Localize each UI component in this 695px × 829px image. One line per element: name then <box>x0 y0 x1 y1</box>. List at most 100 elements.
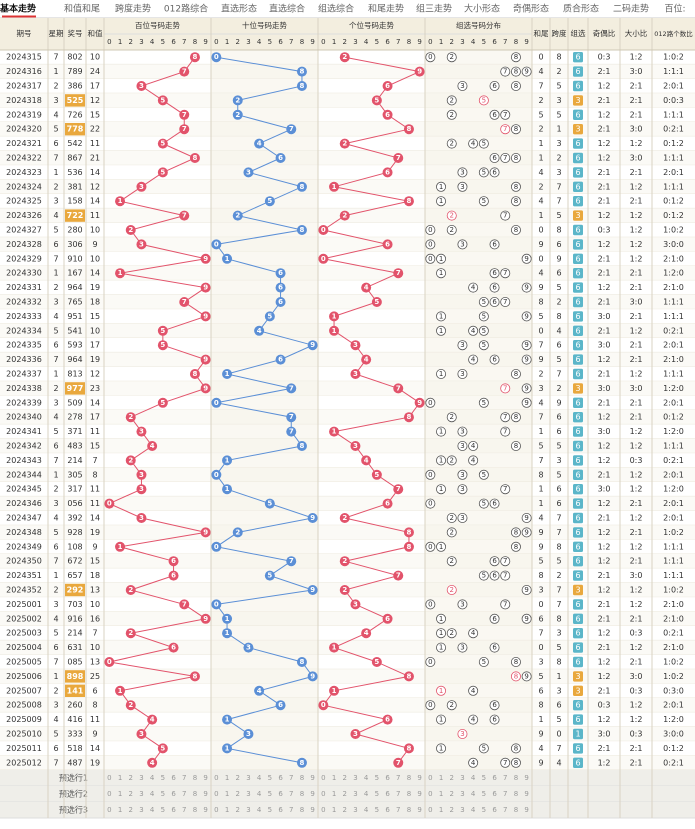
footer-digit[interactable]: 7 <box>289 774 293 782</box>
footer-digit[interactable]: 4 <box>471 806 476 814</box>
footer-digit[interactable]: 8 <box>193 806 197 814</box>
footer-digit[interactable]: 3 <box>353 774 357 782</box>
footer-digit[interactable]: 8 <box>514 774 518 782</box>
tab[interactable]: 和值和尾 <box>64 3 100 15</box>
footer-digit[interactable]: 7 <box>503 806 507 814</box>
footer-digit[interactable]: 4 <box>150 806 155 814</box>
footer-digit[interactable]: 6 <box>171 806 176 814</box>
footer-digit[interactable]: 0 <box>214 774 218 782</box>
footer-digit[interactable]: 0 <box>214 806 218 814</box>
footer-digit[interactable]: 1 <box>118 806 122 814</box>
footer-digit[interactable]: 4 <box>257 790 262 798</box>
footer-digit[interactable]: 9 <box>203 806 207 814</box>
footer-digit[interactable]: 5 <box>268 774 272 782</box>
footer-digit[interactable]: 8 <box>514 790 518 798</box>
footer-digit[interactable]: 9 <box>524 790 528 798</box>
footer-digit[interactable]: 9 <box>417 806 421 814</box>
footer-digit[interactable]: 4 <box>364 806 369 814</box>
footer-digit[interactable]: 7 <box>289 790 293 798</box>
footer-digit[interactable]: 2 <box>450 790 454 798</box>
footer-digit[interactable]: 4 <box>257 774 262 782</box>
footer-digit[interactable]: 4 <box>257 806 262 814</box>
tab[interactable]: 跨度走势 <box>115 3 151 15</box>
footer-digit[interactable]: 8 <box>407 774 411 782</box>
footer-digit[interactable]: 1 <box>225 790 229 798</box>
footer-digit[interactable]: 5 <box>268 790 272 798</box>
footer-digit[interactable]: 6 <box>492 774 497 782</box>
footer-digit[interactable]: 3 <box>460 774 464 782</box>
footer-digit[interactable]: 6 <box>385 790 390 798</box>
footer-digit[interactable]: 1 <box>439 806 443 814</box>
footer-digit[interactable]: 8 <box>407 806 411 814</box>
footer-digit[interactable]: 8 <box>514 806 518 814</box>
footer-digit[interactable]: 1 <box>439 790 443 798</box>
footer-digit[interactable]: 8 <box>300 774 304 782</box>
footer-digit[interactable]: 0 <box>107 790 111 798</box>
footer-digit[interactable]: 3 <box>139 774 143 782</box>
footer-digit[interactable]: 4 <box>150 774 155 782</box>
footer-digit[interactable]: 9 <box>524 806 528 814</box>
footer-digit[interactable]: 5 <box>482 774 486 782</box>
footer-digit[interactable]: 6 <box>492 790 497 798</box>
tab[interactable]: 和尾走势 <box>368 3 404 15</box>
footer-digit[interactable]: 3 <box>139 790 143 798</box>
footer-digit[interactable]: 5 <box>375 806 379 814</box>
tab[interactable]: 组选综合 <box>318 3 354 15</box>
footer-digit[interactable]: 1 <box>332 774 336 782</box>
footer-digit[interactable]: 5 <box>161 806 165 814</box>
tab[interactable]: 基本走势 <box>0 3 36 15</box>
footer-digit[interactable]: 2 <box>236 806 240 814</box>
tab[interactable]: 012路综合 <box>164 3 208 15</box>
footer-digit[interactable]: 6 <box>278 806 283 814</box>
footer-digit[interactable]: 3 <box>460 790 464 798</box>
footer-digit[interactable]: 3 <box>246 774 250 782</box>
footer-digit[interactable]: 7 <box>503 790 507 798</box>
footer-digit[interactable]: 8 <box>300 806 304 814</box>
footer-digit[interactable]: 1 <box>225 774 229 782</box>
footer-digit[interactable]: 4 <box>150 790 155 798</box>
footer-digit[interactable]: 8 <box>193 774 197 782</box>
tab[interactable]: 直选形态 <box>221 3 257 15</box>
footer-digit[interactable]: 8 <box>407 790 411 798</box>
footer-digit[interactable]: 0 <box>214 790 218 798</box>
footer-digit[interactable]: 7 <box>396 774 400 782</box>
footer-digit[interactable]: 2 <box>450 774 454 782</box>
footer-digit[interactable]: 0 <box>321 774 325 782</box>
tab[interactable]: 奇偶形态 <box>513 3 549 15</box>
footer-digit[interactable]: 5 <box>375 790 379 798</box>
footer-digit[interactable]: 1 <box>332 790 336 798</box>
footer-digit[interactable]: 5 <box>161 774 165 782</box>
tab[interactable]: 组三走势 <box>416 3 452 15</box>
footer-digit[interactable]: 6 <box>278 774 283 782</box>
footer-digit[interactable]: 9 <box>203 790 207 798</box>
footer-digit[interactable]: 6 <box>171 774 176 782</box>
footer-digit[interactable]: 1 <box>118 774 122 782</box>
footer-digit[interactable]: 1 <box>439 774 443 782</box>
footer-digit[interactable]: 9 <box>310 774 314 782</box>
footer-digit[interactable]: 2 <box>129 806 133 814</box>
footer-digit[interactable]: 7 <box>396 806 400 814</box>
footer-digit[interactable]: 6 <box>385 806 390 814</box>
footer-digit[interactable]: 3 <box>246 806 250 814</box>
footer-digit[interactable]: 2 <box>450 806 454 814</box>
footer-digit[interactable]: 7 <box>396 790 400 798</box>
footer-digit[interactable]: 0 <box>321 790 325 798</box>
footer-digit[interactable]: 5 <box>268 806 272 814</box>
footer-digit[interactable]: 3 <box>139 806 143 814</box>
tab[interactable]: 二码走势 <box>613 3 649 15</box>
footer-digit[interactable]: 0 <box>428 790 432 798</box>
footer-digit[interactable]: 4 <box>364 790 369 798</box>
footer-digit[interactable]: 6 <box>171 790 176 798</box>
footer-digit[interactable]: 2 <box>129 774 133 782</box>
footer-digit[interactable]: 2 <box>236 774 240 782</box>
footer-digit[interactable]: 7 <box>182 790 186 798</box>
footer-digit[interactable]: 0 <box>428 806 432 814</box>
footer-digit[interactable]: 6 <box>385 774 390 782</box>
footer-digit[interactable]: 0 <box>107 774 111 782</box>
footer-digit[interactable]: 3 <box>353 790 357 798</box>
footer-digit[interactable]: 3 <box>460 806 464 814</box>
footer-digit[interactable]: 9 <box>203 774 207 782</box>
footer-digit[interactable]: 1 <box>332 806 336 814</box>
footer-digit[interactable]: 8 <box>300 790 304 798</box>
footer-digit[interactable]: 7 <box>182 806 186 814</box>
